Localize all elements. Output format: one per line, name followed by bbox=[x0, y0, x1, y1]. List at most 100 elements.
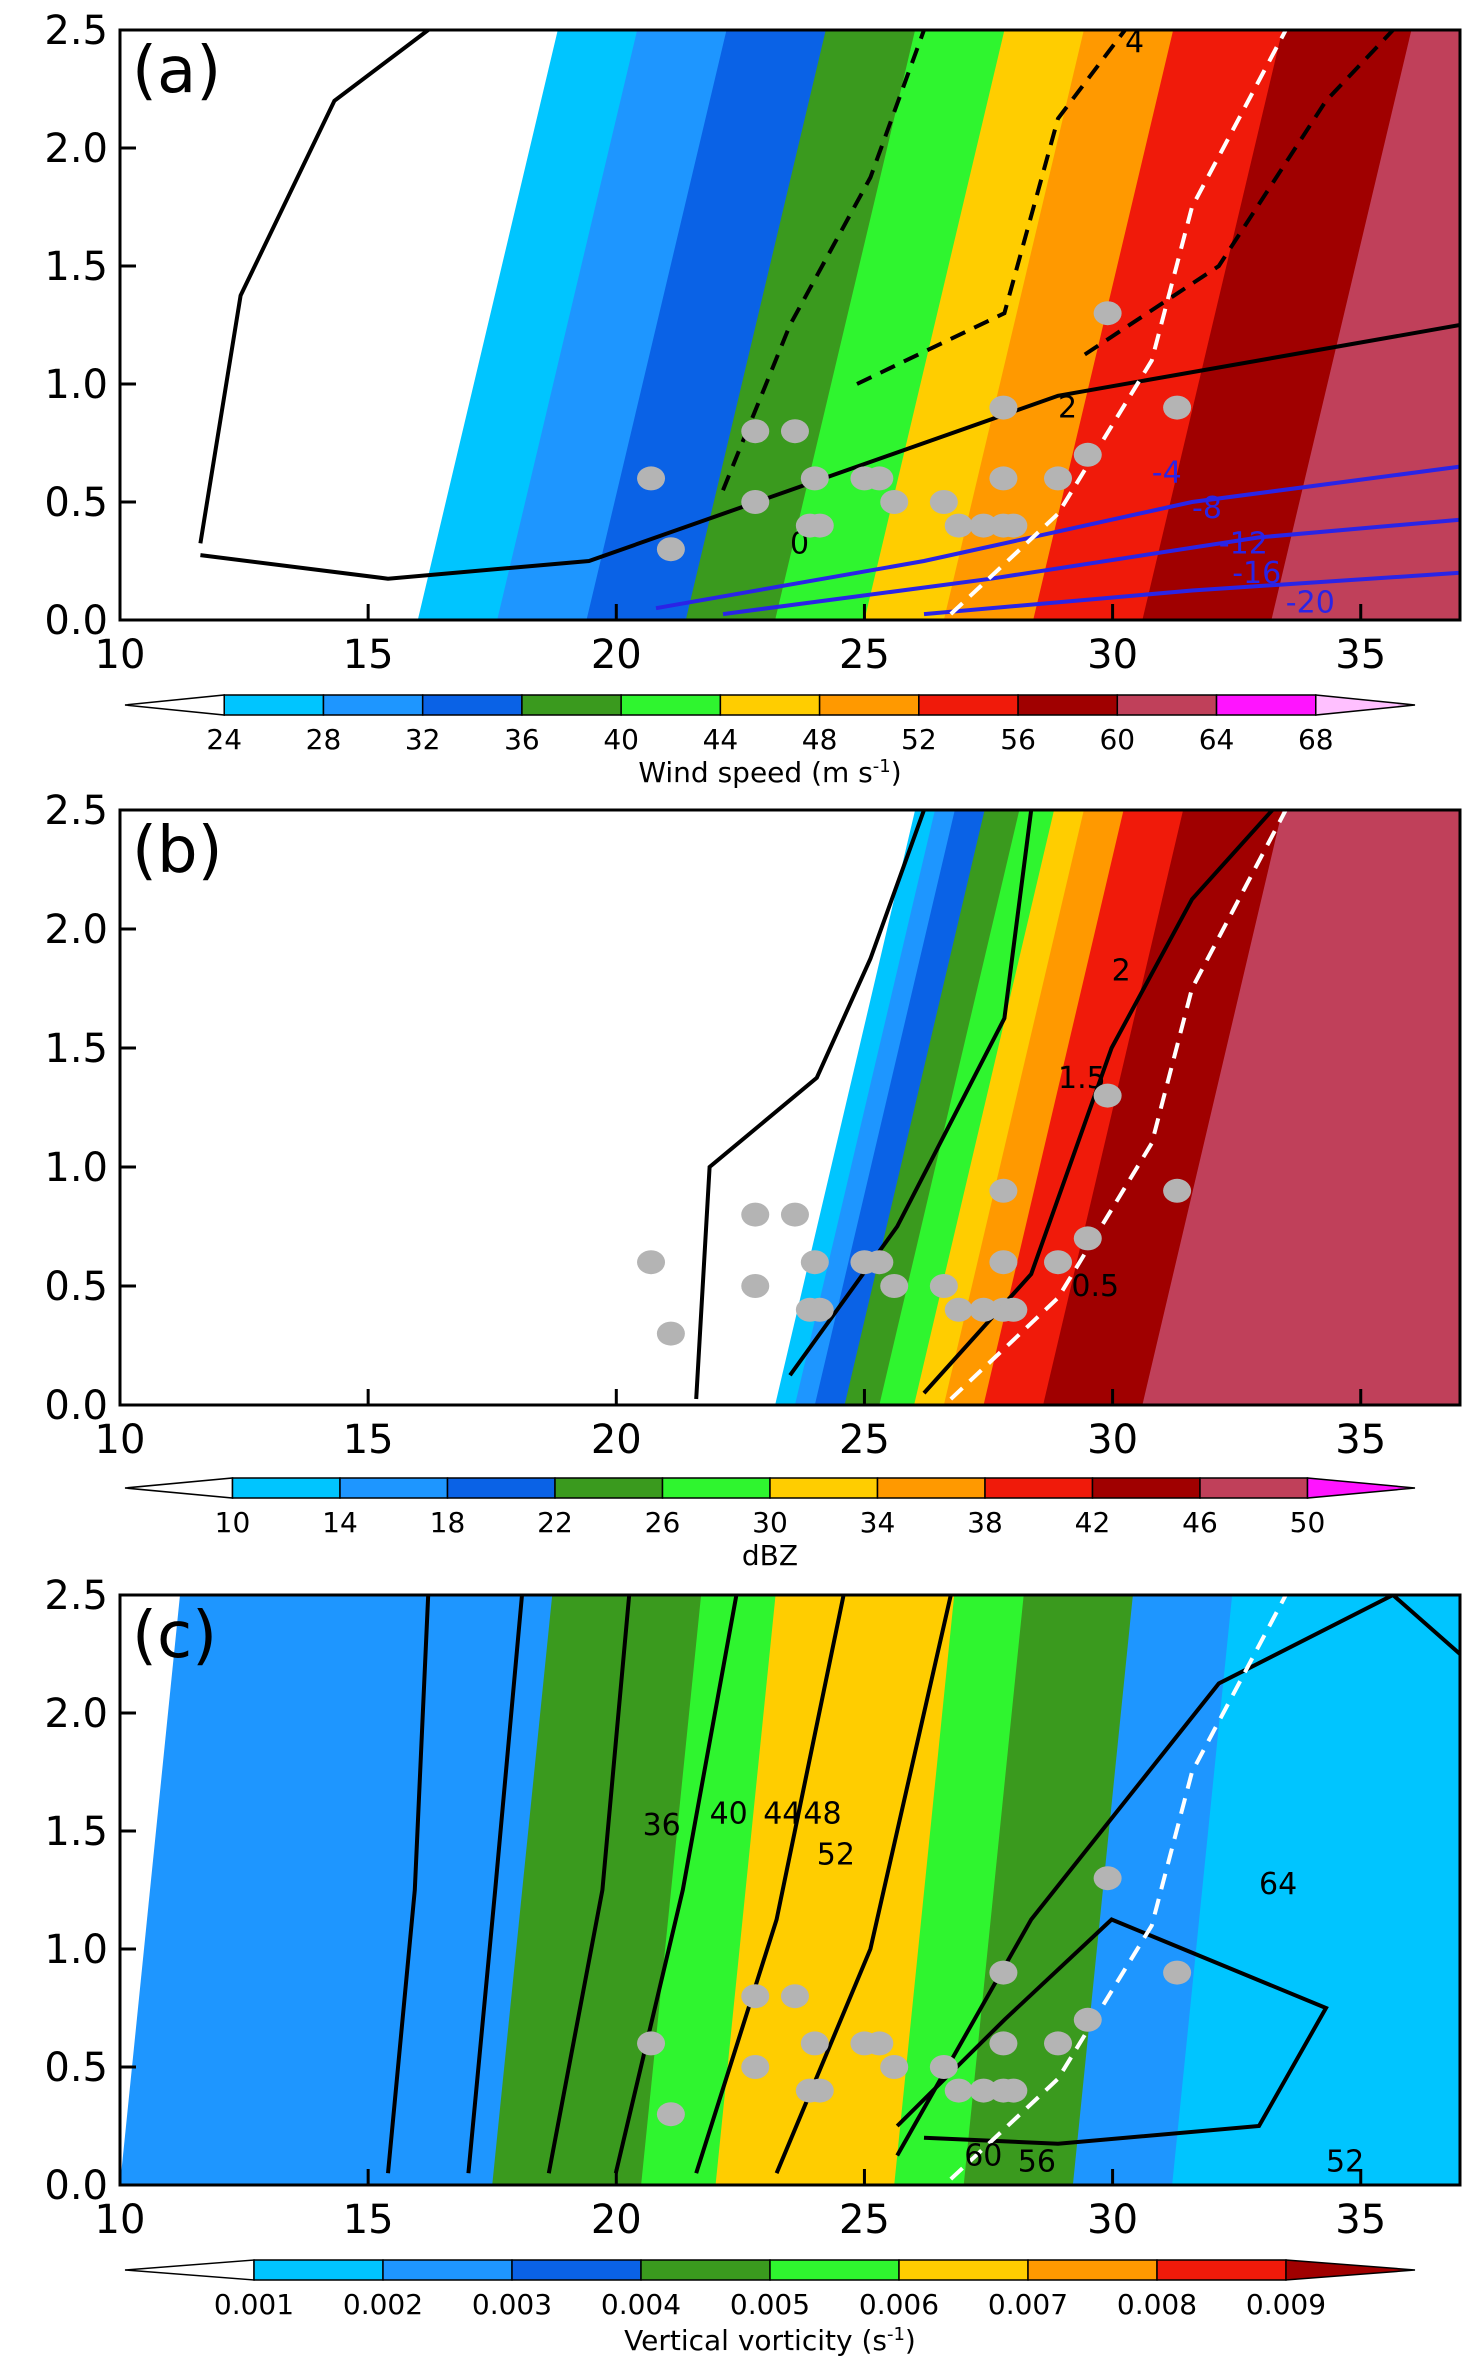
marker-point bbox=[929, 490, 958, 514]
marker-point bbox=[969, 513, 998, 538]
marker-point bbox=[780, 1984, 809, 2009]
contour-label: -4 bbox=[1152, 456, 1182, 491]
plot-area: 36 40 44 48 52 64 60 56 52 bbox=[120, 1595, 1460, 2185]
colorbar-tick-label: 56 bbox=[1000, 723, 1036, 756]
colorbar-tick-label: 34 bbox=[860, 1506, 896, 1539]
colorbar-segment bbox=[661, 1477, 771, 1499]
colorbar-segment bbox=[1091, 1477, 1201, 1499]
marker-point bbox=[805, 513, 834, 538]
colorbar-tick-label: 68 bbox=[1298, 723, 1334, 756]
colorbar-segment bbox=[1199, 1477, 1309, 1499]
marker-point bbox=[656, 1321, 685, 1346]
colorbar-label-text: dBZ bbox=[742, 1539, 798, 1572]
colorbar-label-sup: -1 bbox=[887, 2324, 905, 2345]
contour-line bbox=[895, 1595, 1460, 2157]
marker-point bbox=[1044, 466, 1072, 491]
marker-point bbox=[780, 1202, 809, 1227]
panel-label: (b) bbox=[132, 814, 223, 888]
marker-point bbox=[865, 466, 894, 491]
contour-line bbox=[386, 1595, 431, 2174]
marker-point bbox=[944, 513, 973, 538]
y-tick-label: 2.5 bbox=[44, 788, 108, 834]
colorbar-tick-label: 0.008 bbox=[1117, 2288, 1197, 2321]
marker-point bbox=[865, 1250, 894, 1275]
fill-band bbox=[1043, 810, 1303, 1405]
colorbar-segment bbox=[640, 2259, 771, 2281]
colorbar-segment bbox=[124, 2259, 255, 2281]
colorbar-segment bbox=[124, 694, 225, 716]
colorbar-label: Wind speed (m s-1) bbox=[638, 756, 901, 790]
marker-point bbox=[741, 1984, 770, 2009]
y-tick-label: 1.0 bbox=[44, 362, 108, 408]
panel-b: 21.50.5(b) 10 15 20 25 30 35 0.0 0.5 1.0 1.5 2.0 2.5… bbox=[44, 788, 1462, 1572]
contour-label: -20 bbox=[1286, 585, 1335, 620]
contour-label: -8 bbox=[1192, 491, 1222, 526]
colorbar-tick-label: 14 bbox=[322, 1506, 358, 1539]
fill-band bbox=[1172, 1595, 1460, 2185]
colorbar-tick-label: 0.009 bbox=[1246, 2288, 1326, 2321]
contour-label: 40 bbox=[710, 1796, 748, 1831]
fill-band bbox=[1033, 30, 1303, 620]
x-tick-label: 10 bbox=[95, 632, 146, 678]
marker-point bbox=[989, 466, 1018, 491]
colorbar-segment bbox=[421, 694, 523, 716]
colorbar-tick-label: 44 bbox=[703, 723, 739, 756]
colorbar-segment bbox=[1306, 1477, 1416, 1499]
y-tick-label: 2.0 bbox=[44, 907, 108, 953]
contour-label: 44 bbox=[763, 1796, 801, 1831]
colorbar-segment bbox=[521, 694, 622, 716]
marker-point bbox=[1163, 1178, 1192, 1203]
colorbar-segment bbox=[876, 1477, 986, 1499]
colorbar-segment bbox=[322, 694, 424, 716]
fill-band bbox=[641, 1595, 796, 2185]
plot-area: 21.50.5 bbox=[120, 810, 1460, 1405]
marker-point bbox=[880, 1274, 909, 1298]
colorbar-tick-label: 48 bbox=[802, 723, 838, 756]
colorbar-segment bbox=[918, 694, 1019, 716]
marker-point bbox=[656, 2102, 685, 2127]
colorbar-tick-label: 0.001 bbox=[214, 2288, 294, 2321]
colorbar-tick-label: 42 bbox=[1075, 1506, 1111, 1539]
marker-point bbox=[944, 1297, 973, 1322]
colorbar-segment bbox=[231, 1477, 341, 1499]
marker-point bbox=[880, 2055, 909, 2079]
y-tick-label: 0.0 bbox=[44, 598, 108, 644]
contour-line bbox=[655, 464, 1460, 611]
x-tick-label: 20 bbox=[591, 2197, 642, 2243]
marker-point bbox=[969, 2078, 998, 2103]
colorbar-tick-label: 10 bbox=[215, 1506, 251, 1539]
plot-frame bbox=[118, 1593, 1462, 2187]
fill-band bbox=[1142, 810, 1460, 1405]
colorbar-tick-label: 32 bbox=[405, 723, 441, 756]
colorbar-tick-label: 0.007 bbox=[988, 2288, 1068, 2321]
fill-band bbox=[1072, 1595, 1253, 2185]
colorbar-tick-label: 18 bbox=[430, 1506, 466, 1539]
marker-point bbox=[800, 466, 829, 491]
contour-label: 52 bbox=[817, 1838, 855, 1873]
x-tick-label: 30 bbox=[1087, 2197, 1138, 2243]
marker-point bbox=[805, 2078, 834, 2103]
x-tick-label: 20 bbox=[591, 632, 642, 678]
contour-line bbox=[923, 570, 1460, 617]
colorbar: 0.001 0.002 0.003 0.004 0.005 0.006 0.007 0.008… bbox=[124, 2259, 1416, 2357]
contour-line bbox=[613, 1595, 739, 2174]
contour-line bbox=[721, 30, 926, 491]
y-tick-label: 2.5 bbox=[44, 8, 108, 54]
colorbar-segment bbox=[1156, 2259, 1287, 2281]
contour-label: 52 bbox=[1326, 2144, 1364, 2179]
x-tick-label: 25 bbox=[839, 632, 890, 678]
y-tick-label: 0.0 bbox=[44, 2163, 108, 2209]
colorbar-tick-label: 24 bbox=[206, 723, 242, 756]
marker-point bbox=[741, 419, 770, 444]
x-tick-label: 35 bbox=[1335, 1417, 1386, 1463]
y-tick-label: 1.0 bbox=[44, 1927, 108, 1973]
contour-line bbox=[198, 30, 430, 544]
contour-line bbox=[466, 1595, 524, 2174]
contour-label: 2 bbox=[1058, 391, 1077, 426]
marker-point bbox=[999, 513, 1028, 538]
colorbar-label-end: ) bbox=[905, 2324, 916, 2357]
marker-point bbox=[1093, 301, 1122, 326]
colorbar-tick-label: 0.002 bbox=[343, 2288, 423, 2321]
y-tick-label: 0.5 bbox=[44, 2045, 108, 2091]
